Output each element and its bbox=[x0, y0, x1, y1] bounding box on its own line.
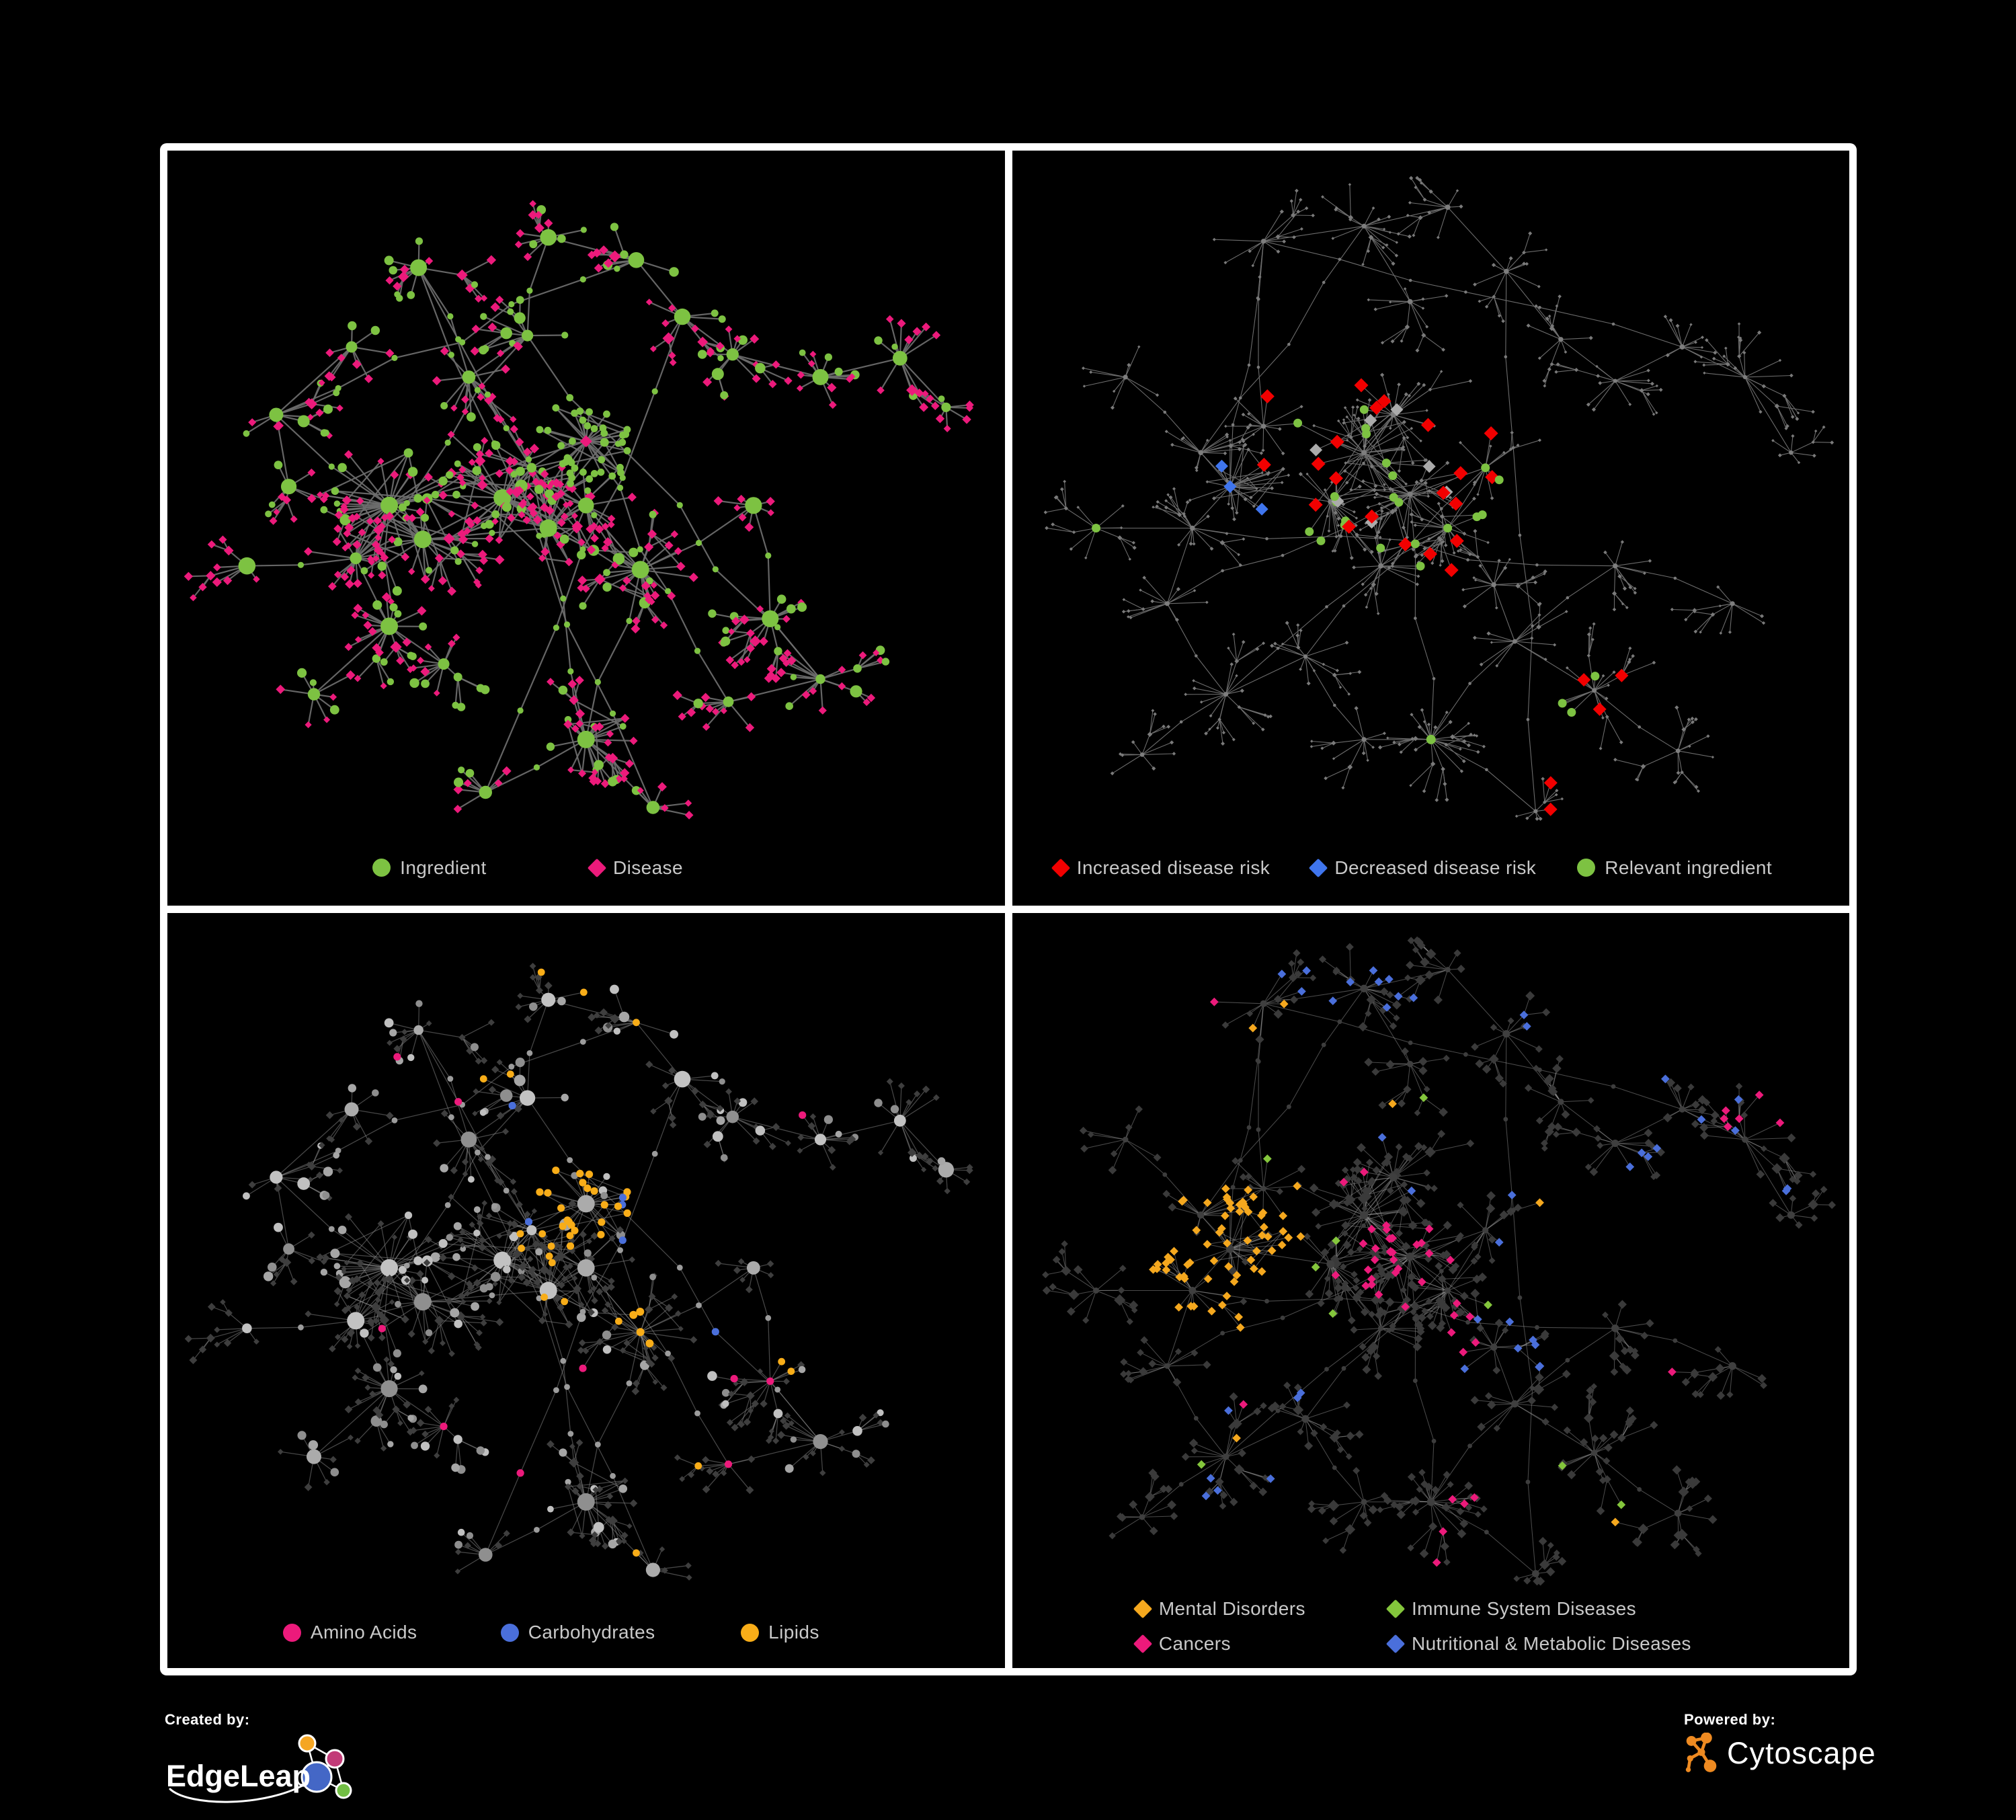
powered-by-label: Powered by: bbox=[1684, 1711, 1776, 1728]
panels-grid: Ingredient Disease Increased disease risk… bbox=[160, 143, 1857, 1675]
edgeleap-node-green bbox=[335, 1782, 352, 1799]
disease-categories-network-graph bbox=[1041, 936, 1836, 1586]
panel-macronutrients: Amino Acids Carbohydrates Lipids bbox=[167, 913, 1005, 1668]
cytoscape-credit: Powered by: Cytoscape bbox=[1684, 1711, 1876, 1774]
edgeleap-swoosh bbox=[169, 1781, 310, 1803]
edgeleap-node-blue bbox=[300, 1761, 333, 1793]
edgeleap-node-magenta bbox=[325, 1749, 345, 1769]
panel-ingredient-disease: Ingredient Disease bbox=[167, 151, 1005, 906]
edgeleap-logo: EdgeLeap bbox=[166, 1734, 352, 1803]
edgeleap-credit: Created by: EdgeLeap bbox=[165, 1711, 373, 1811]
cytoscape-icon-nodes bbox=[1685, 1733, 1717, 1772]
edgeleap-node-orange bbox=[298, 1734, 317, 1753]
edgeleap-wordmark: EdgeLeap bbox=[166, 1759, 311, 1793]
panel-disease-risk: Increased disease risk Decreased disease … bbox=[1012, 151, 1849, 906]
panel-disease-categories: Mental Disorders Immune System Diseases Ca… bbox=[1012, 913, 1849, 1668]
ingredient-disease-network-graph bbox=[184, 200, 974, 820]
cytoscape-logo-icon bbox=[1685, 1733, 1717, 1772]
cytoscape-wordmark: Cytoscape bbox=[1727, 1736, 1876, 1770]
created-by-label: Created by: bbox=[165, 1711, 250, 1728]
disease-risk-network-graph bbox=[1043, 175, 1834, 821]
macronutrients-network-graph bbox=[184, 963, 973, 1581]
